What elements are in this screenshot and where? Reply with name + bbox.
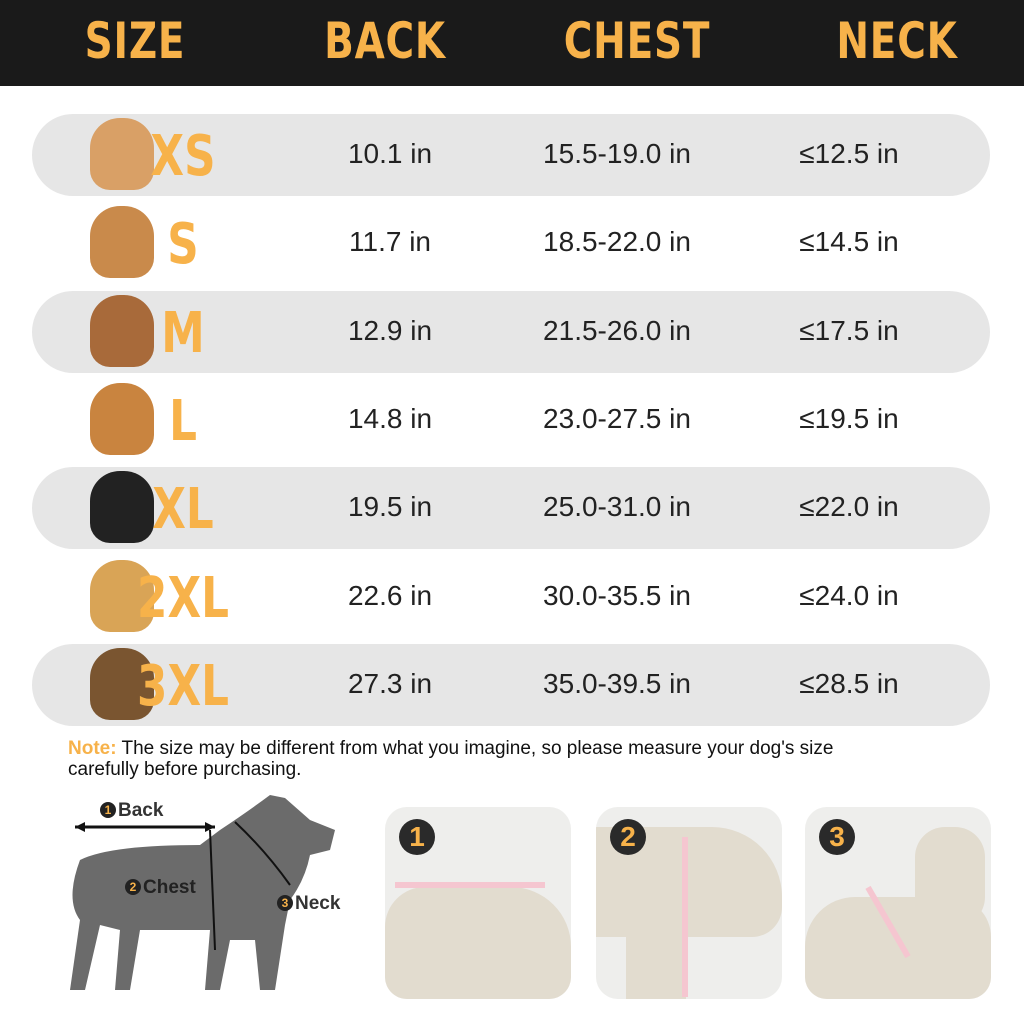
chest-value: 21.5-26.0 in	[543, 314, 691, 346]
chest-value: 23.0-27.5 in	[543, 402, 691, 434]
size-label: XS	[150, 124, 216, 189]
poodle-dog-icon	[90, 294, 154, 367]
size-label: 3XL	[137, 653, 229, 719]
note: Note: The size may be different from wha…	[68, 738, 868, 780]
note-text: The size may be different from what you …	[68, 738, 834, 780]
step-3-photo: 3	[805, 807, 991, 999]
border-collie-dog-icon	[90, 471, 154, 544]
step-2-photo: 2	[596, 807, 782, 999]
back-label: 1 Back	[100, 800, 163, 822]
corgi-dog-icon	[90, 382, 154, 455]
neck-value: ≤22.0 in	[799, 491, 899, 523]
dog-silhouette-icon	[70, 795, 335, 990]
chest-value: 30.0-35.5 in	[543, 579, 691, 611]
note-label: Note:	[68, 738, 117, 759]
size-label: L	[169, 388, 197, 454]
size-row-xs: XS 10.1 in 15.5-19.0 in ≤12.5 in	[32, 114, 990, 196]
step-badge: 1	[399, 819, 435, 855]
header-back: BACK	[324, 12, 446, 70]
back-value: 22.6 in	[347, 579, 433, 611]
german-shepherd-dog-icon	[90, 647, 154, 720]
header-chest: CHEST	[563, 12, 711, 70]
neck-value: ≤17.5 in	[799, 314, 899, 346]
size-label: 2XL	[137, 565, 229, 631]
size-label: S	[167, 212, 199, 278]
step-1-photo: 1	[385, 807, 571, 999]
size-row-3xl: 3XL 27.3 in 35.0-39.5 in ≤28.5 in	[32, 643, 990, 726]
back-value: 11.7 in	[349, 226, 431, 258]
chest-value: 18.5-22.0 in	[543, 226, 691, 258]
step-badge: 2	[610, 819, 646, 855]
size-row-2xl: 2XL 22.6 in 30.0-35.5 in ≤24.0 in	[32, 556, 990, 638]
size-label: XL	[152, 477, 214, 543]
chest-value: 35.0-39.5 in	[543, 667, 691, 699]
poodle-mix-dog-icon	[90, 206, 154, 279]
size-row-m: M 12.9 in 21.5-26.0 in ≤17.5 in	[32, 290, 990, 373]
chest-label: 2 Chest	[125, 877, 196, 899]
back-value: 10.1 in	[347, 138, 433, 169]
size-label: M	[161, 300, 205, 366]
header-neck: NECK	[836, 12, 958, 70]
size-row-s: S 11.7 in 18.5-22.0 in ≤14.5 in	[32, 202, 990, 284]
chest-value: 25.0-31.0 in	[543, 491, 691, 523]
step-badge: 3	[819, 819, 855, 855]
neck-value: ≤19.5 in	[799, 402, 899, 434]
neck-value: ≤14.5 in	[799, 226, 899, 258]
neck-value: ≤28.5 in	[799, 667, 899, 699]
neck-label: 3 Neck	[277, 893, 340, 915]
header-size: SIZE	[84, 12, 186, 70]
golden-retriever-dog-icon	[90, 559, 154, 632]
back-value: 27.3 in	[347, 667, 433, 699]
table-header: SIZE BACK CHEST NECK	[0, 0, 1024, 86]
chest-value: 15.5-19.0 in	[543, 138, 691, 169]
back-value: 12.9 in	[347, 314, 433, 346]
back-value: 14.8 in	[347, 402, 433, 434]
size-row-l: L 14.8 in 23.0-27.5 in ≤19.5 in	[32, 379, 990, 461]
size-row-xl: XL 19.5 in 25.0-31.0 in ≤22.0 in	[32, 467, 990, 550]
back-value: 19.5 in	[347, 491, 433, 523]
neck-value: ≤24.0 in	[799, 579, 899, 611]
chihuahua-dog-icon	[90, 118, 154, 190]
neck-value: ≤12.5 in	[799, 138, 899, 169]
